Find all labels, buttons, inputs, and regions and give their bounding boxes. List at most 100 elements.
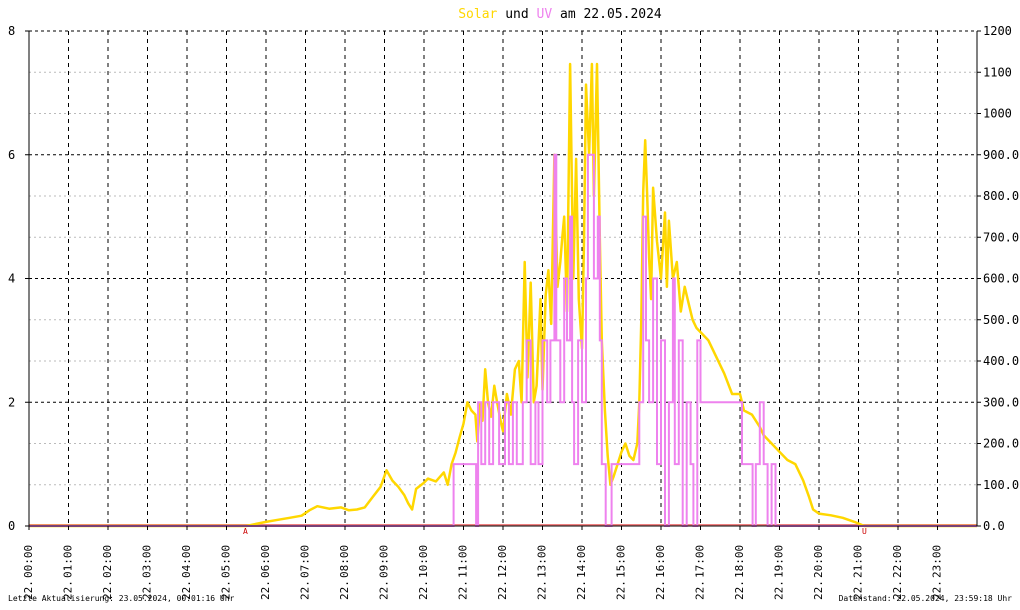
right-tick-label: 800.0 — [983, 189, 1019, 203]
x-tick-label-group: 22. 14:00 — [575, 545, 588, 600]
x-tick-label-time: 06:00 — [259, 545, 272, 578]
x-tick-label-date: 22. — [812, 580, 825, 600]
x-tick-label-time: 10:00 — [417, 545, 430, 578]
x-tick-label-date: 22. — [773, 580, 786, 600]
x-tick-label-time: 23:00 — [931, 545, 944, 578]
x-tick-label-date: 22. — [575, 580, 588, 600]
axis-layer: 0 2 4 6 8 0.0 100.0 200.0 300.0 400.0 500.0 600.0 70… — [8, 24, 1019, 600]
right-tick-label: 1000 — [983, 107, 1012, 121]
right-tick-label: 0.0 — [983, 519, 1005, 533]
x-tick-label-date: 22. — [733, 580, 746, 600]
sun-marker-label: U — [862, 527, 867, 536]
left-tick-label: 4 — [8, 272, 15, 286]
x-tick-label-time: 02:00 — [101, 545, 114, 578]
right-tick-label: 900.0 — [983, 148, 1019, 162]
right-tick-label: 200.0 — [983, 437, 1019, 451]
x-tick-label-group: 22. 03:00 — [141, 545, 154, 600]
x-tick-label-date: 22. — [496, 580, 509, 600]
x-tick-label-group: 22. 21:00 — [852, 545, 865, 600]
x-tick-label-date: 22. — [180, 580, 193, 600]
x-tick-label-time: 17:00 — [694, 545, 707, 578]
x-tick-label-time: 18:00 — [733, 545, 746, 578]
x-tick-label-group: 22. 16:00 — [654, 545, 667, 600]
x-tick-label-group: 22. 23:00 — [931, 545, 944, 600]
chart-title: Solar und UV am 22.05.2024 — [458, 7, 662, 22]
x-tick-label-group: 22. 12:00 — [496, 545, 509, 600]
series-line-uv — [29, 153, 977, 527]
x-tick-label-date: 22. — [891, 580, 904, 600]
x-tick-label-date: 22. — [299, 580, 312, 600]
x-tick-label-date: 22. — [338, 580, 351, 600]
right-tick-label: 600.0 — [983, 272, 1019, 286]
x-tick-label-time: 20:00 — [812, 545, 825, 578]
x-tick-label-time: 16:00 — [654, 545, 667, 578]
right-tick-label: 1100 — [983, 65, 1012, 79]
x-tick-label-time: 09:00 — [378, 545, 391, 578]
x-tick-label-date: 22. — [141, 580, 154, 600]
x-tick-label-group: 22. 11:00 — [457, 545, 470, 600]
x-tick-label-time: 19:00 — [773, 545, 786, 578]
x-tick-label-time: 00:00 — [22, 545, 35, 578]
x-tick-label-time: 05:00 — [220, 545, 233, 578]
x-tick-label-time: 15:00 — [615, 545, 628, 578]
x-tick-label-group: 22. 20:00 — [812, 545, 825, 600]
x-tick-label-time: 08:00 — [338, 545, 351, 578]
x-tick-label-group: 22. 08:00 — [338, 545, 351, 600]
grid-layer — [29, 30, 977, 527]
x-tick-label-date: 22. — [62, 580, 75, 600]
x-tick-label-date: 22. — [259, 580, 272, 600]
x-tick-label-group: 22. 01:00 — [62, 545, 75, 600]
x-tick-label-group: 22. 09:00 — [378, 545, 391, 600]
left-tick-label: 8 — [8, 24, 15, 38]
footer-last-update: Letzte Aktualisierung: 23.05.2024, 00:01… — [8, 594, 235, 603]
x-tick-label-group: 22. 02:00 — [101, 545, 114, 600]
sun-marker-label: A — [243, 527, 248, 536]
chart-title-uv: UV — [537, 7, 553, 22]
left-tick-label: 6 — [8, 148, 15, 162]
right-tick-label: 1200 — [983, 24, 1012, 38]
x-tick-label-date: 22. — [101, 580, 114, 600]
left-tick-label: 0 — [8, 519, 15, 533]
x-tick-label-date: 22. — [22, 580, 35, 600]
x-tick-label-group: 22. 15:00 — [615, 545, 628, 600]
right-tick-label: 100.0 — [983, 478, 1019, 492]
series-layer — [29, 62, 977, 528]
right-tick-label: 300.0 — [983, 395, 1019, 409]
x-tick-label-date: 22. — [654, 580, 667, 600]
x-tick-label-group: 22. 17:00 — [694, 545, 707, 600]
x-tick-label-group: 22. 06:00 — [259, 545, 272, 600]
chart-title-date: am 22.05.2024 — [552, 7, 662, 22]
right-tick-label: 500.0 — [983, 313, 1019, 327]
x-tick-label-time: 21:00 — [852, 545, 865, 578]
x-tick-label-group: 22. 10:00 — [417, 545, 430, 600]
x-tick-label-date: 22. — [852, 580, 865, 600]
x-tick-label-group: 22. 18:00 — [733, 545, 746, 600]
x-tick-label-date: 22. — [378, 580, 391, 600]
x-tick-label-time: 12:00 — [496, 545, 509, 578]
chart-title-und: und — [497, 7, 536, 22]
x-tick-label-date: 22. — [417, 580, 430, 600]
x-tick-label-group: 22. 19:00 — [773, 545, 786, 600]
x-tick-label-date: 22. — [615, 580, 628, 600]
chart-title-solar: Solar — [458, 7, 497, 22]
x-tick-label-group: 22. 00:00 — [22, 545, 35, 600]
x-tick-label-time: 01:00 — [62, 545, 75, 578]
x-tick-label-group: 22. 05:00 — [220, 545, 233, 600]
footer-data-status: Datenstand: 22.05.2024, 23:59:18 Uhr — [839, 594, 1013, 603]
x-tick-label-time: 14:00 — [575, 545, 588, 578]
x-tick-label-time: 11:00 — [457, 545, 470, 578]
x-tick-label-time: 03:00 — [141, 545, 154, 578]
series-line-solar — [29, 62, 977, 528]
x-tick-label-group: 22. 22:00 — [891, 545, 904, 600]
right-tick-label: 400.0 — [983, 354, 1019, 368]
x-tick-label-date: 22. — [220, 580, 233, 600]
x-tick-label-time: 04:00 — [180, 545, 193, 578]
x-tick-label-group: 22. 07:00 — [299, 545, 312, 600]
x-tick-label-time: 07:00 — [299, 545, 312, 578]
x-tick-label-group: 22. 13:00 — [536, 545, 549, 600]
x-tick-label-date: 22. — [457, 580, 470, 600]
x-tick-label-time: 22:00 — [891, 545, 904, 578]
x-tick-label-date: 22. — [931, 580, 944, 600]
